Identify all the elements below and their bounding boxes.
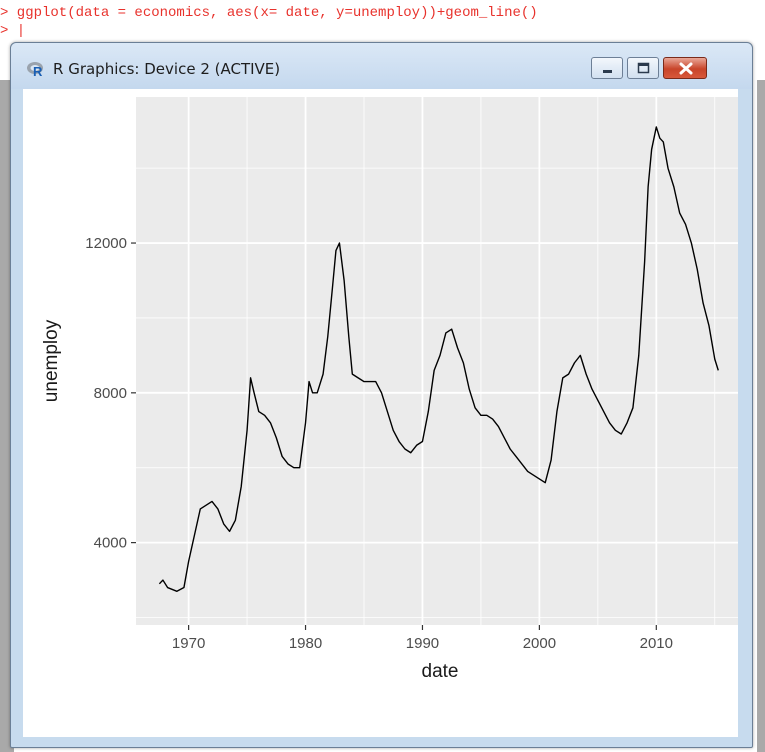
plot-panel — [136, 97, 738, 625]
x-tick-label: 2010 — [640, 635, 673, 652]
maximize-button[interactable] — [627, 57, 659, 79]
y-tick-label: 12000 — [85, 235, 127, 252]
graphics-window[interactable]: R R Graphics: Device 2 (ACTIVE) — [10, 42, 753, 748]
minor-gridlines — [136, 97, 738, 625]
series-line — [158, 126, 719, 592]
minimize-button[interactable] — [591, 57, 623, 79]
r-logo-icon: R — [27, 60, 45, 79]
y-axis: 4000 8000 12000 — [85, 235, 136, 552]
y-axis-label: unemploy — [41, 319, 62, 402]
x-axis: 1970 1980 1990 2000 2010 — [172, 625, 673, 652]
x-tick-label: 1970 — [172, 635, 205, 652]
x-tick-label: 1990 — [406, 635, 439, 652]
y-tick-label: 4000 — [94, 535, 127, 552]
plot-area: 1970 1980 1990 2000 2010 4000 8000 12000 date … — [23, 89, 738, 737]
console-right-edge — [757, 80, 765, 752]
window-title: R Graphics: Device 2 (ACTIVE) — [53, 60, 281, 78]
svg-text:R: R — [33, 64, 43, 78]
window-titlebar[interactable]: R R Graphics: Device 2 (ACTIVE) — [11, 43, 752, 89]
major-gridlines — [136, 97, 738, 625]
x-axis-label: date — [422, 661, 459, 682]
x-tick-label: 1980 — [289, 635, 322, 652]
y-tick-label: 8000 — [94, 385, 127, 402]
maximize-icon — [637, 62, 650, 74]
x-tick-label: 2000 — [523, 635, 556, 652]
close-button[interactable] — [663, 57, 707, 79]
console-command-line: > ggplot(data = economics, aes(x= date, … — [0, 5, 538, 21]
console-prompt-line[interactable]: > | — [0, 23, 26, 39]
minimize-icon — [603, 70, 612, 73]
close-icon — [679, 62, 693, 75]
